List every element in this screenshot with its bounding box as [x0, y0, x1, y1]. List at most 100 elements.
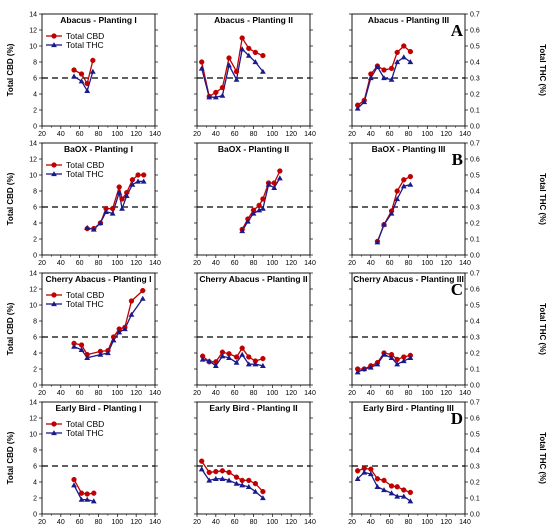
thc-data-point [206, 477, 213, 483]
y-cbd-tick-label: 8 [33, 448, 37, 455]
x-tick-label: 80 [405, 519, 413, 526]
cbd-data-point [71, 476, 77, 483]
thc-data-point [233, 480, 240, 486]
row-label: A [451, 21, 464, 40]
cbd-data-point [374, 476, 381, 482]
y-thc-tick-label: 0.5 [470, 44, 480, 51]
x-tick-label: 20 [38, 519, 46, 526]
thc-data-point [239, 228, 246, 234]
thc-data-point [78, 78, 85, 84]
y-thc-tick-label: 0.5 [470, 173, 480, 180]
y-cbd-tick-label: 0 [33, 253, 37, 260]
y-cbd-tick-label: 0 [33, 124, 37, 131]
thc-data-point [400, 54, 407, 60]
thc-series-line [73, 484, 94, 502]
x-tick-label: 120 [130, 390, 142, 397]
x-tick-label: 120 [440, 519, 452, 526]
x-tick-label: 40 [212, 260, 220, 267]
legend-thc-label: Total THC [66, 169, 104, 179]
cbd-data-point [407, 48, 414, 55]
thc-data-point [84, 87, 91, 93]
cbd-series-line [73, 290, 144, 356]
thc-data-point [206, 358, 213, 364]
panel-title: Early Bird - Planting II [209, 403, 297, 413]
thc-data-point [400, 358, 407, 364]
legend-cbd-label: Total CBD [66, 419, 104, 429]
thc-data-point [361, 366, 368, 372]
x-tick-label: 120 [130, 519, 142, 526]
cbd-data-point [140, 287, 146, 294]
legend-thc-label: Total THC [66, 299, 104, 309]
x-tick-label: 40 [57, 131, 65, 138]
cbd-data-point [256, 202, 262, 209]
y-thc-tick-label: 0.1 [470, 237, 480, 244]
x-tick-label: 100 [421, 131, 433, 138]
thc-series-line [201, 468, 264, 499]
y-thc-tick-label: 0.1 [470, 108, 480, 115]
panel-title: Cherry Abacus - Planting III [353, 274, 464, 284]
cbd-data-point [260, 355, 266, 362]
thc-data-point [252, 488, 259, 494]
y-cbd-tick-label: 4 [33, 351, 37, 358]
y-cbd-tick-label: 12 [29, 157, 37, 164]
thc-data-point [407, 181, 414, 187]
thc-data-point [140, 178, 147, 184]
x-tick-label: 20 [38, 131, 46, 138]
cbd-data-point [226, 469, 232, 476]
cbd-data-point [109, 205, 116, 212]
x-tick-label: 80 [95, 519, 103, 526]
row-label: B [452, 150, 463, 169]
y-cbd-tick-label: 4 [33, 480, 37, 487]
cbd-data-point [277, 168, 283, 174]
thc-data-point [212, 362, 219, 368]
x-tick-label: 40 [367, 519, 375, 526]
plot-frame [196, 401, 311, 515]
row-label: D [451, 409, 463, 428]
y-cbd-tick-label: 8 [33, 189, 37, 196]
cbd-data-point [394, 188, 400, 194]
y-thc-axis-label: Total THC (%) [538, 303, 547, 355]
thc-series-line [201, 47, 264, 98]
thc-data-point [374, 63, 381, 69]
cbd-data-point [78, 342, 85, 348]
cbd-data-point [141, 172, 147, 178]
y-thc-tick-label: 0.0 [470, 383, 480, 390]
thc-data-point [388, 76, 395, 82]
cbd-data-point [260, 488, 266, 495]
cbd-data-point [199, 458, 205, 464]
x-tick-label: 40 [212, 390, 220, 397]
panel-title: BaOX - Planting II [218, 144, 289, 154]
thc-data-point [97, 220, 104, 226]
thc-data-point [226, 477, 232, 483]
cbd-data-point [252, 480, 259, 487]
x-tick-label: 120 [285, 519, 297, 526]
x-tick-label: 40 [57, 390, 65, 397]
thc-data-point [407, 498, 414, 504]
cbd-data-point [213, 89, 219, 96]
cbd-data-point [239, 35, 245, 41]
x-tick-label: 120 [440, 260, 452, 267]
y-thc-tick-label: 0.0 [470, 253, 480, 260]
thc-data-point [198, 65, 205, 71]
legend-cbd-marker [51, 421, 57, 427]
thc-data-point [71, 343, 77, 349]
y-cbd-tick-label: 12 [29, 416, 37, 423]
thc-data-point [97, 351, 104, 357]
y-cbd-tick-label: 10 [29, 44, 37, 51]
thc-data-point [367, 471, 374, 477]
thc-data-point [245, 52, 252, 58]
x-tick-label: 60 [231, 390, 239, 397]
cbd-data-point [401, 177, 407, 183]
cbd-series-line [73, 60, 94, 86]
cbd-data-point [239, 477, 245, 484]
thc-data-point [78, 346, 85, 352]
cbd-data-point [381, 477, 387, 484]
x-tick-label: 20 [193, 260, 201, 267]
cbd-data-point [388, 483, 395, 489]
thc-data-point [252, 59, 259, 65]
x-tick-label: 80 [405, 260, 413, 267]
x-tick-label: 60 [386, 519, 394, 526]
thc-data-point [84, 354, 91, 360]
thc-data-point [212, 94, 219, 100]
x-tick-label: 140 [149, 519, 161, 526]
